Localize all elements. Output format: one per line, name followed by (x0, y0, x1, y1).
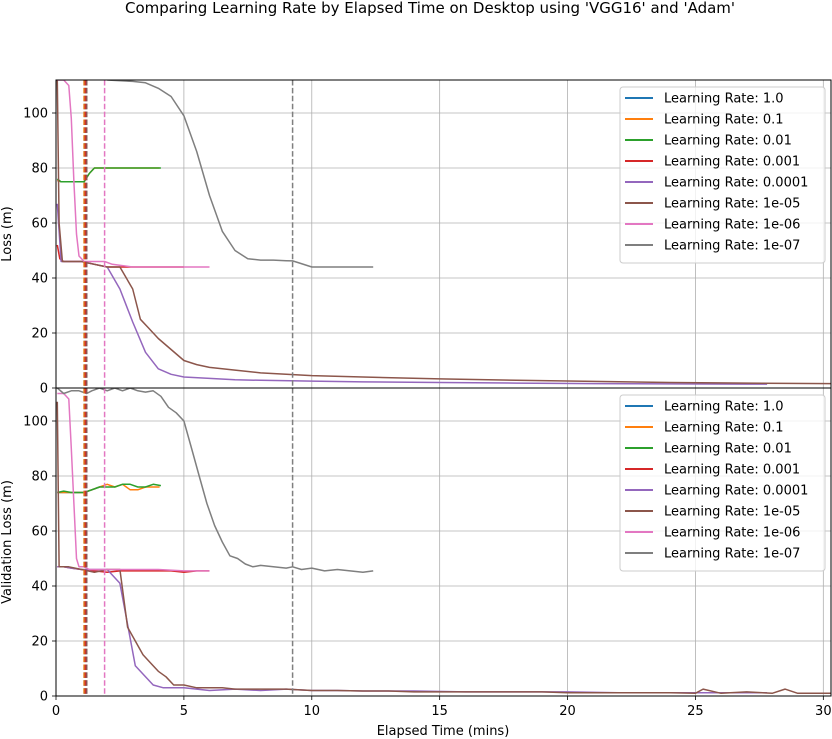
top-series-line (107, 80, 374, 268)
bottom-legend-label: Learning Rate: 0.01 (664, 442, 792, 457)
x-axis-label: Elapsed Time (mins) (377, 724, 510, 739)
bottom-legend-label: Learning Rate: 1e-05 (664, 505, 800, 520)
top-y-tick-label: 60 (31, 217, 48, 232)
bottom-legend-label: Learning Rate: 1e-07 (664, 547, 800, 562)
bottom-panel-y-axis-label: Validation Loss (m) (0, 480, 15, 604)
x-tick-label: 20 (559, 704, 576, 719)
x-tick-label: 0 (52, 704, 60, 719)
bottom-y-tick-label: 0 (40, 690, 48, 705)
bottom-panel: 0 20 40 60 80 100 Validation Loss (m) Learnin… (0, 387, 832, 705)
bottom-y-tick-label: 60 (31, 525, 48, 540)
bottom-panel-series (56, 388, 831, 695)
bottom-legend-label: Learning Rate: 0.001 (664, 463, 800, 478)
bottom-series-line (57, 392, 210, 572)
bottom-panel-frame (55, 387, 832, 697)
bottom-legend-label: Learning Rate: 1e-06 (664, 526, 800, 541)
top-series-line (56, 167, 161, 183)
bottom-legend-label: Learning Rate: 1.0 (664, 400, 784, 415)
bottom-y-tick-label: 40 (31, 580, 48, 595)
top-legend-label: Learning Rate: 1e-05 (664, 197, 800, 212)
bottom-legend-box (619, 394, 826, 572)
top-legend-label: Learning Rate: 1.0 (664, 92, 784, 107)
x-tick-label: 30 (815, 704, 832, 719)
bottom-panel-vlines (83, 388, 294, 696)
x-tick-label: 25 (687, 704, 704, 719)
chart-title: Comparing Learning Rate by Elapsed Time … (125, 0, 735, 17)
x-axis-ticks: 0 5 10 15 20 25 30 (52, 696, 832, 719)
top-legend-label: Learning Rate: 0.001 (664, 155, 800, 170)
x-tick-label: 15 (431, 704, 448, 719)
top-legend-label: Learning Rate: 0.1 (664, 113, 784, 128)
x-tick-label: 10 (304, 704, 321, 719)
top-y-tick-label: 40 (31, 272, 48, 287)
top-panel-y-axis-label: Loss (m) (0, 206, 15, 261)
top-panel-vlines (83, 80, 294, 388)
top-y-tick-label: 80 (31, 162, 48, 177)
bottom-y-tick-label: 100 (23, 415, 48, 430)
top-y-tick-label: 20 (31, 327, 48, 342)
top-y-tick-label: 100 (23, 107, 48, 122)
top-panel-y-ticks: 0 20 40 60 80 100 (23, 107, 56, 397)
bottom-y-tick-label: 80 (31, 470, 48, 485)
top-legend-box (619, 86, 826, 264)
top-legend-label: Learning Rate: 1e-07 (664, 239, 800, 254)
top-y-tick-label: 0 (40, 382, 48, 397)
top-panel: 0 20 40 60 80 100 Loss (m) Learning Rate: 1.0… (0, 79, 832, 397)
top-panel-legend: Learning Rate: 1.0 Learning Rate: 0.1 Lear… (619, 86, 826, 264)
bottom-legend-label: Learning Rate: 0.0001 (664, 484, 808, 499)
bottom-panel-legend: Learning Rate: 1.0 Learning Rate: 0.1 Lear… (619, 394, 826, 572)
x-tick-label: 5 (180, 704, 188, 719)
top-series-line (57, 80, 210, 268)
top-legend-label: Learning Rate: 1e-06 (664, 218, 800, 233)
bottom-panel-y-ticks: 0 20 40 60 80 100 (23, 415, 56, 705)
top-legend-label: Learning Rate: 0.01 (664, 134, 792, 149)
bottom-series-line (56, 401, 831, 695)
top-legend-label: Learning Rate: 0.0001 (664, 176, 808, 191)
bottom-legend-label: Learning Rate: 0.1 (664, 421, 784, 436)
bottom-y-tick-label: 20 (31, 635, 48, 650)
